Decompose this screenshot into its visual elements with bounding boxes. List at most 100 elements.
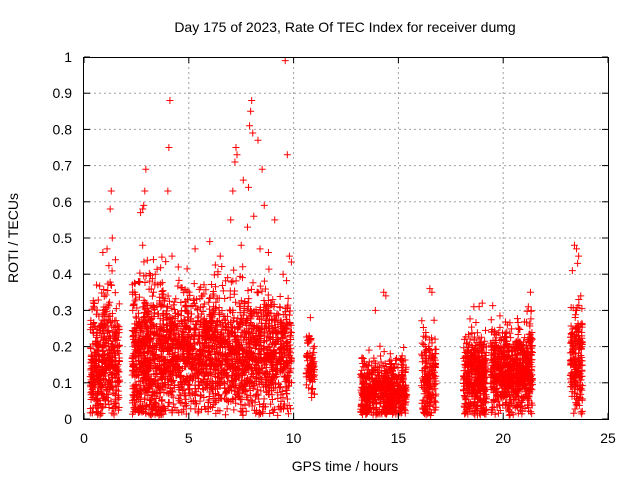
data-point: [165, 399, 173, 407]
data-point: [104, 286, 112, 294]
data-point: [266, 409, 274, 417]
data-point: [154, 310, 162, 318]
data-point: [231, 287, 239, 295]
data-point: [141, 298, 149, 306]
data-point: [145, 269, 153, 277]
data-point: [144, 380, 152, 388]
data-point: [243, 305, 251, 313]
data-point: [144, 391, 152, 399]
data-point: [514, 330, 522, 338]
data-point: [421, 363, 429, 371]
data-point: [104, 351, 112, 359]
data-point: [152, 364, 160, 372]
data-point: [207, 356, 215, 364]
data-point: [265, 265, 273, 273]
data-point: [94, 296, 102, 304]
data-point: [134, 371, 142, 379]
data-point: [188, 365, 196, 373]
data-point: [88, 393, 96, 401]
data-point: [186, 291, 194, 299]
data-point: [97, 390, 105, 398]
data-point: [110, 334, 118, 342]
data-point: [146, 346, 154, 354]
data-point: [281, 372, 289, 380]
data-points: [86, 57, 587, 419]
data-point: [211, 261, 219, 269]
data-point: [132, 329, 140, 337]
data-point: [149, 342, 157, 350]
data-point: [430, 316, 438, 324]
data-point: [131, 384, 139, 392]
data-point: [105, 404, 113, 411]
data-point: [138, 324, 146, 332]
data-point: [129, 397, 137, 405]
data-point: [109, 337, 117, 345]
data-point: [139, 303, 147, 311]
data-point: [87, 359, 95, 367]
data-point: [247, 285, 255, 293]
data-point: [128, 354, 136, 362]
data-point: [138, 377, 146, 385]
data-point: [98, 289, 106, 297]
data-point: [140, 258, 148, 266]
data-point: [284, 294, 292, 302]
data-point: [277, 397, 285, 405]
data-point: [212, 298, 220, 306]
data-point: [151, 329, 159, 337]
data-point: [276, 293, 284, 301]
data-point: [135, 356, 143, 364]
data-point: [102, 335, 110, 343]
data-point: [147, 285, 155, 293]
data-point: [136, 269, 144, 277]
data-point: [87, 404, 95, 412]
data-point: [158, 290, 166, 298]
data-point: [227, 278, 235, 286]
data-point: [87, 326, 95, 334]
data-point: [376, 342, 384, 350]
data-point: [95, 312, 103, 320]
data-point: [386, 350, 394, 358]
data-point: [207, 318, 215, 326]
data-point: [90, 383, 98, 391]
data-point: [96, 282, 104, 290]
data-point: [269, 362, 277, 370]
data-point: [146, 337, 154, 345]
data-point: [267, 309, 275, 317]
data-point: [230, 406, 238, 414]
data-point: [88, 369, 96, 377]
data-point: [158, 279, 166, 287]
data-point: [513, 315, 521, 323]
data-point: [129, 335, 137, 343]
data-point: [87, 316, 95, 324]
data-point: [131, 297, 139, 305]
data-point: [152, 371, 160, 379]
data-point: [164, 380, 172, 388]
data-point: [129, 302, 137, 310]
data-point: [115, 376, 123, 384]
data-point: [230, 266, 238, 274]
data-point: [115, 394, 123, 402]
data-point: [95, 341, 103, 349]
data-point: [244, 287, 252, 295]
data-point: [139, 333, 147, 341]
data-point: [137, 345, 145, 353]
data-point: [108, 409, 116, 417]
data-point: [103, 308, 111, 316]
data-point: [112, 305, 120, 313]
data-point: [98, 410, 106, 418]
data-point: [157, 264, 165, 272]
data-point: [169, 400, 177, 408]
data-point: [174, 395, 182, 403]
data-point: [183, 265, 191, 273]
data-point: [153, 265, 161, 273]
data-point: [158, 253, 166, 261]
data-point: [138, 341, 146, 349]
data-point: [96, 401, 104, 409]
data-point: [115, 300, 123, 308]
data-point: [108, 267, 116, 275]
data-point: [377, 352, 385, 360]
data-point: [135, 293, 143, 301]
data-point: [229, 395, 237, 403]
data-point: [205, 294, 213, 302]
data-point: [151, 281, 159, 289]
